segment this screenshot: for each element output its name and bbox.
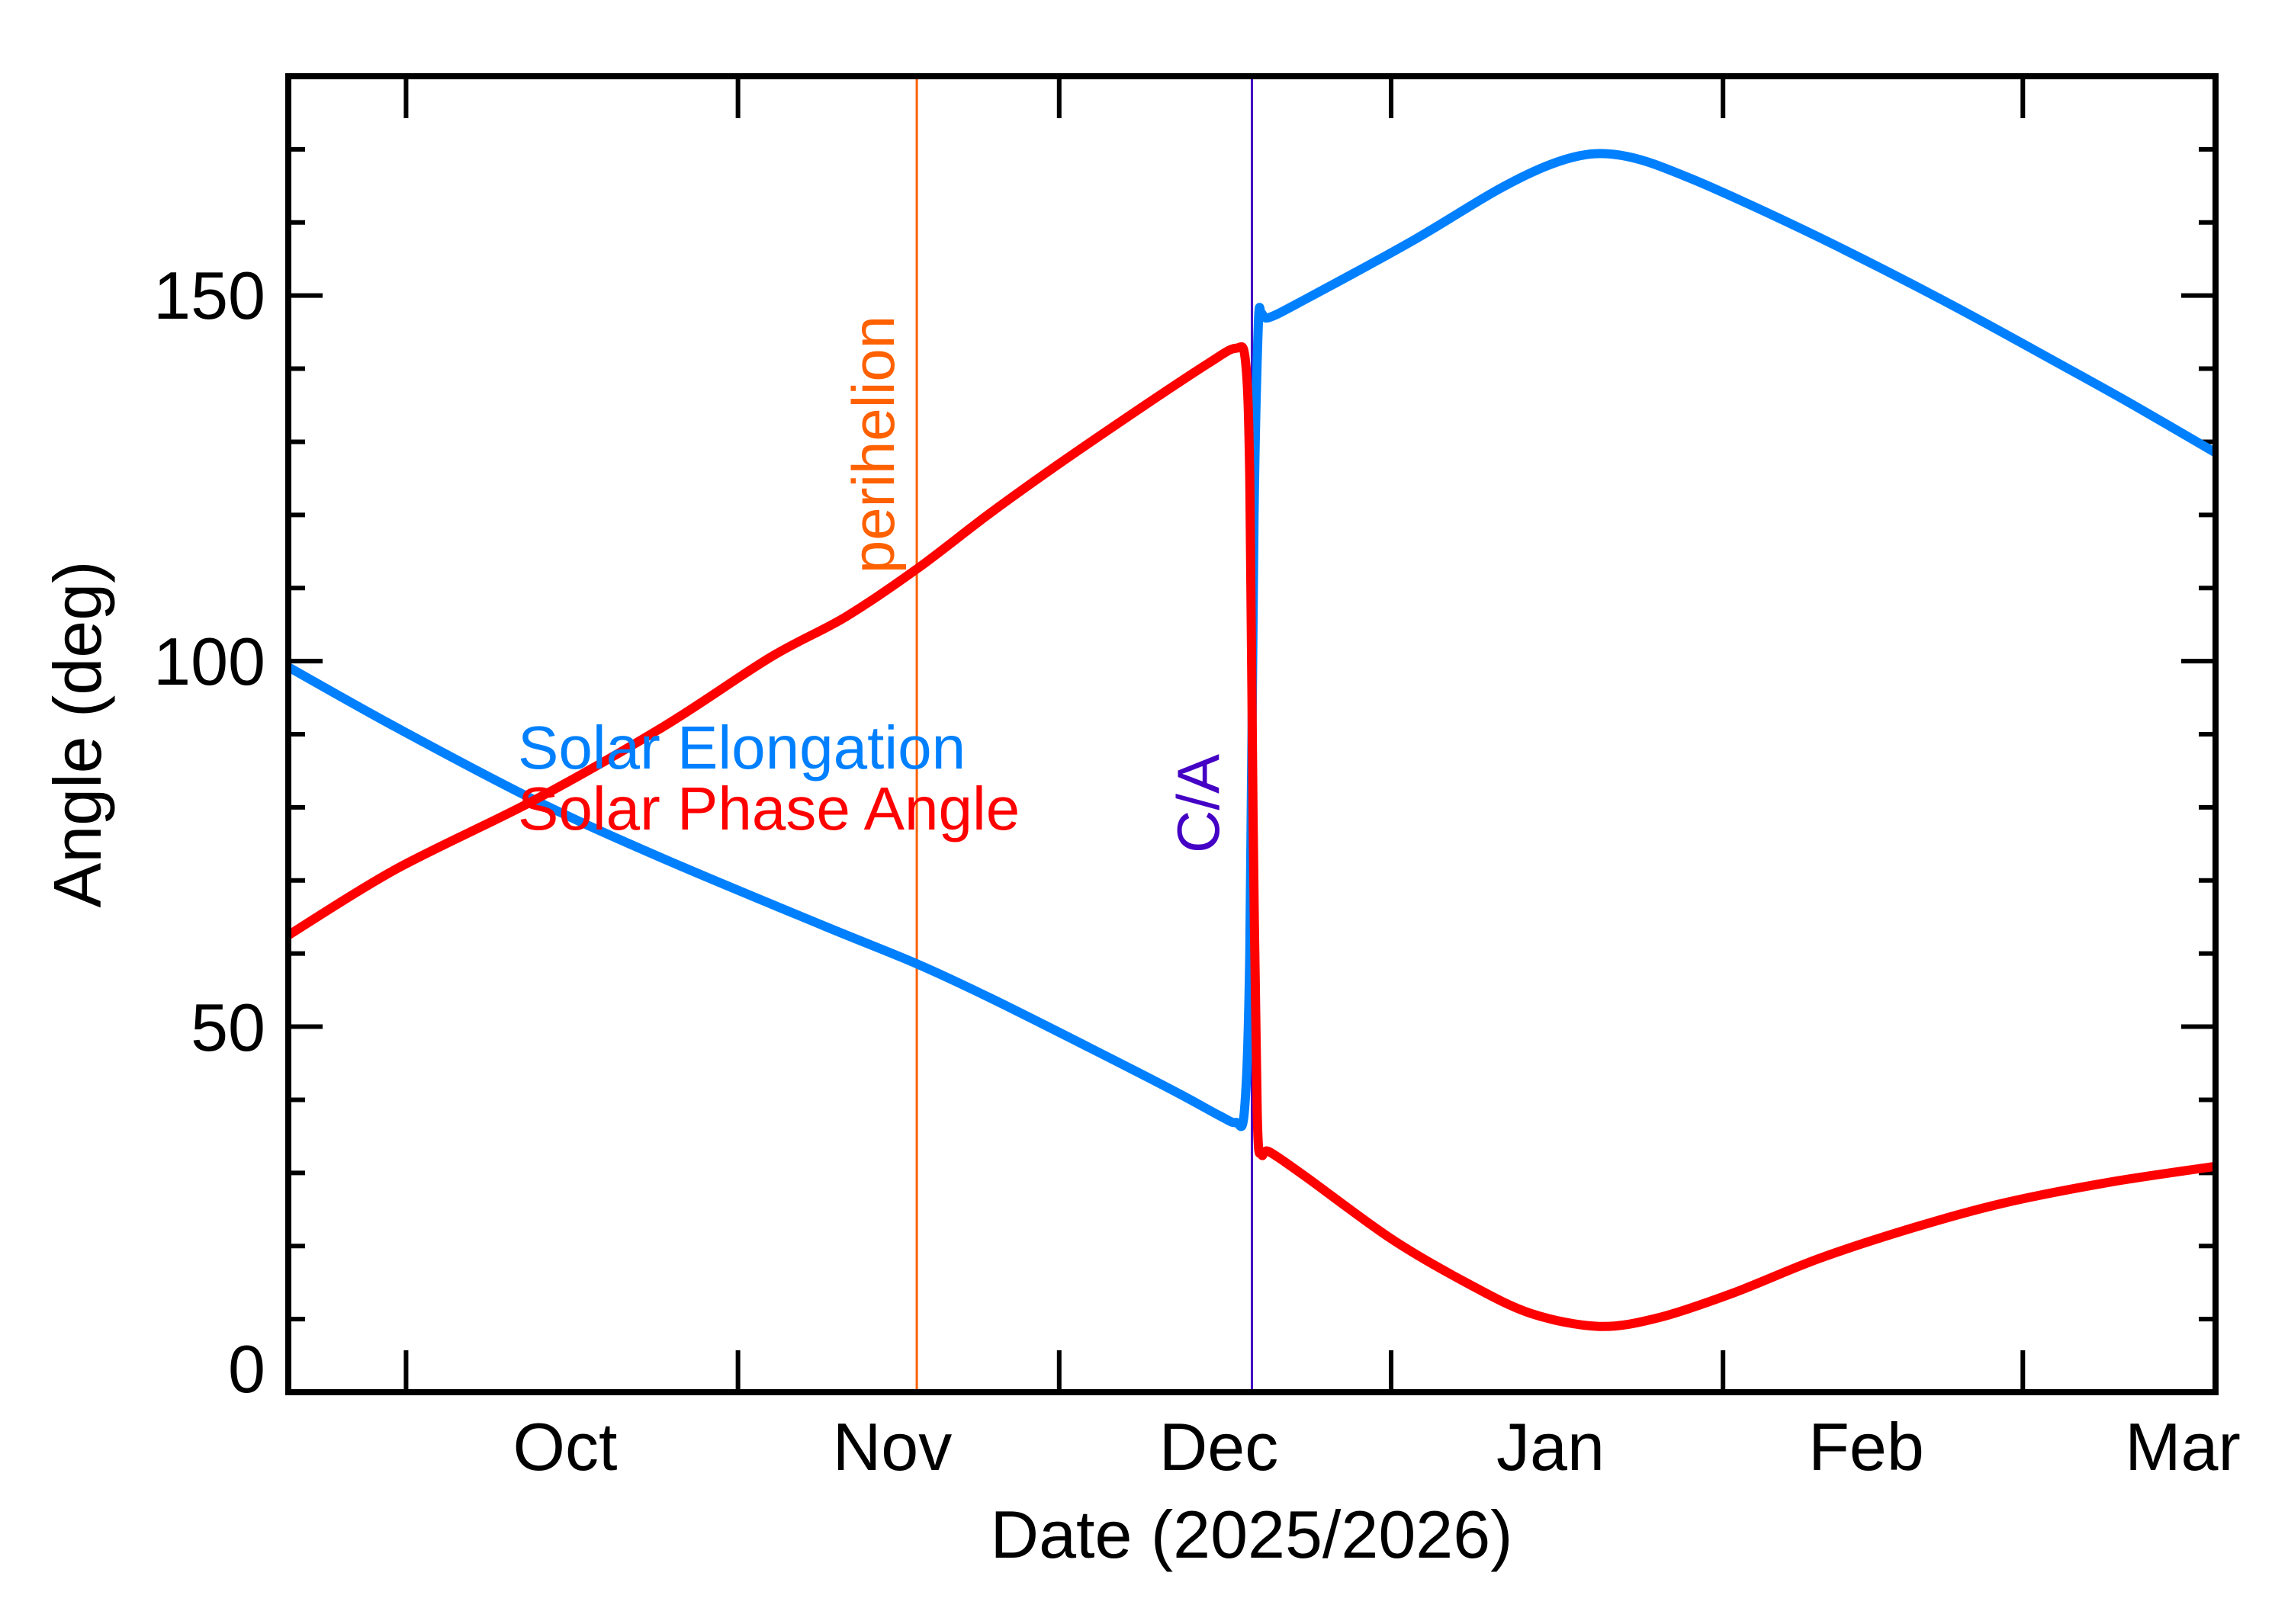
legend: Solar Elongation Solar Phase Angle [518,714,1020,842]
x-tick-labels: Oct Nov Dec Jan Feb Mar [513,1409,2241,1484]
x-tick-label-dec: Dec [1159,1409,1279,1484]
series-solar-phase-angle [285,342,2216,1331]
y-tick-label-100: 100 [153,624,265,699]
series-solar-elongation [286,149,2219,1131]
y-tick-labels: 0 50 100 150 [153,258,265,1407]
y-tick-label-150: 150 [153,258,265,333]
x-axis-title: Date (2025/2026) [991,1497,1513,1572]
plot-frame [285,73,2219,1395]
event-markers [915,76,1253,1392]
y-axis-title: Angle (deg) [40,561,115,908]
x-tick-label-mar: Mar [2125,1409,2241,1484]
y-tick-label-50: 50 [191,990,265,1065]
x-tick-label-jan: Jan [1496,1409,1605,1484]
data-series [285,149,2219,1331]
x-tick-label-oct: Oct [513,1409,618,1484]
x-tick-label-feb: Feb [1808,1409,1924,1484]
y-tick-label-0: 0 [228,1331,265,1407]
x-tick-label-nov: Nov [833,1409,953,1484]
ca-label: C/A [1165,754,1232,853]
legend-solar-elongation: Solar Elongation [518,714,966,782]
perihelion-label: perihelion [840,316,907,573]
legend-solar-phase-angle: Solar Phase Angle [518,775,1020,842]
